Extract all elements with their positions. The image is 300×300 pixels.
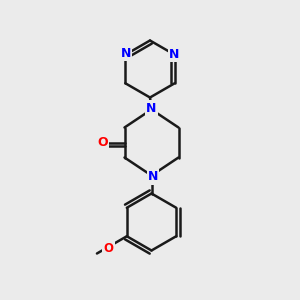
Text: N: N xyxy=(146,101,157,115)
Text: N: N xyxy=(169,48,179,61)
Text: O: O xyxy=(103,242,114,255)
Text: N: N xyxy=(121,47,131,60)
Text: N: N xyxy=(148,170,158,184)
Text: O: O xyxy=(97,136,108,149)
